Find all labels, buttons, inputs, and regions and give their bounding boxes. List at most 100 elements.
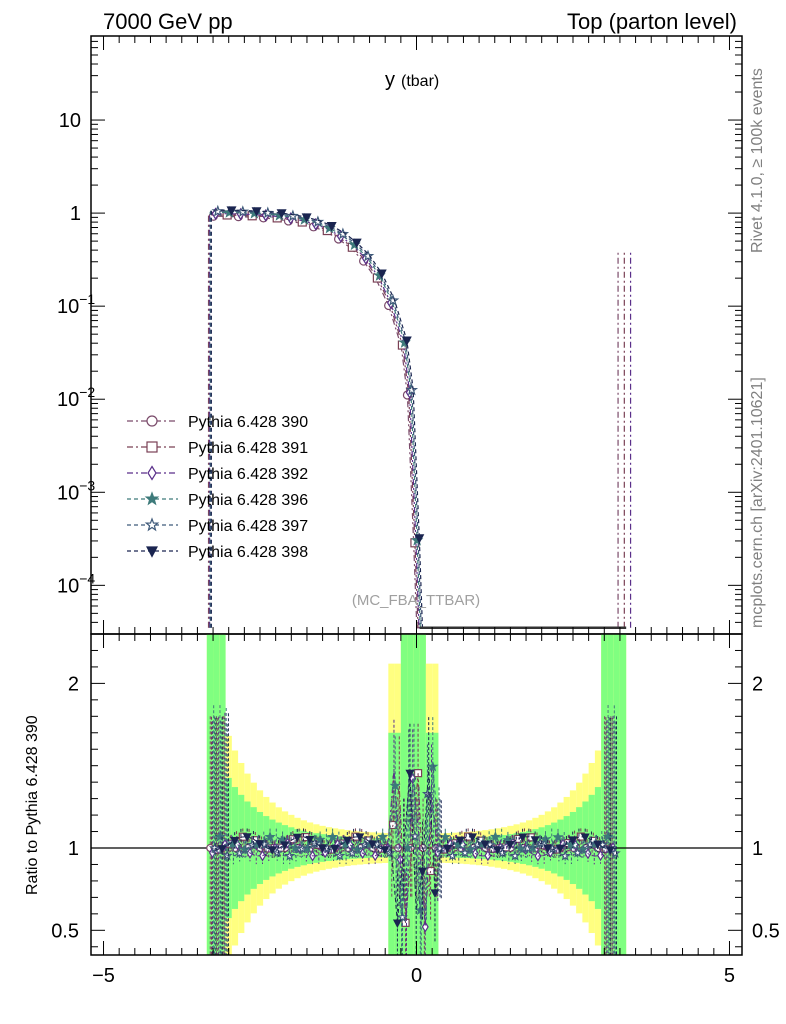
legend-swatch-marker <box>146 441 158 453</box>
series-5 <box>210 204 625 629</box>
ratio-axis-ticks: 0.5 0.5 1 1 2 2 −5 0 5 <box>51 634 780 987</box>
y-tick-label-exponent: −2 <box>79 384 95 400</box>
data-point <box>239 843 251 855</box>
data-point <box>236 205 250 218</box>
series-line <box>208 214 619 629</box>
y-tick-label-base: 10 <box>57 575 79 597</box>
mcplots-label: mcplots.cern.ch [arXiv:2401.10621] <box>749 377 766 628</box>
data-point <box>326 830 339 842</box>
data-point <box>267 846 277 855</box>
uncertainty-band <box>601 634 608 955</box>
ratio-y-tick-label-right: 2 <box>752 673 763 695</box>
data-point <box>434 842 446 854</box>
legend-label: Pythia 6.428 390 <box>188 414 308 431</box>
data-point <box>386 293 400 306</box>
data-point <box>584 838 596 850</box>
data-point <box>214 830 226 842</box>
data-point <box>609 847 621 859</box>
legend-swatch-marker <box>146 546 158 558</box>
legend-entry: Pythia 6.428 391 <box>127 440 308 457</box>
data-point <box>493 846 503 855</box>
legend-swatch-marker <box>146 415 158 427</box>
legend-label: Pythia 6.428 396 <box>188 492 308 509</box>
ratio-y-axis-label: Ratio to Pythia 6.428 390 <box>24 715 41 895</box>
ratio-y-tick-label-right: 0.5 <box>752 920 780 942</box>
legend-entry: Pythia 6.428 392 <box>127 465 308 483</box>
plot-title-sub: (tbar) <box>401 73 439 90</box>
legend: Pythia 6.428 390 Pythia 6.428 391 Pythia 6… <box>127 414 308 561</box>
legend-swatch-marker <box>147 465 157 481</box>
data-point <box>572 846 584 858</box>
main-plot-area <box>207 204 632 630</box>
data-point <box>414 534 425 544</box>
legend-entry: Pythia 6.428 398 <box>127 544 308 561</box>
uncertainty-band <box>400 634 408 955</box>
y-tick-label: 10−3 <box>57 477 95 504</box>
uncertainty-band <box>413 634 420 955</box>
ratio-line <box>213 766 615 923</box>
data-point <box>311 215 325 228</box>
series-line <box>210 209 627 629</box>
data-point <box>459 846 471 858</box>
y-tick-label-base: 1 <box>70 203 81 225</box>
y-tick-label: 10−2 <box>57 384 95 411</box>
data-point <box>489 830 502 842</box>
uncertainty-band <box>619 634 627 955</box>
y-tick-label-base: 10 <box>57 296 79 318</box>
y-tick-label-base: 10 <box>57 482 79 504</box>
series-line <box>210 210 625 629</box>
y-tick-label-base: 10 <box>59 110 81 132</box>
data-point <box>301 213 312 223</box>
ratio-panel: 0.5 0.5 1 1 2 2 −5 0 5 Ratio to Pythia 6.428 390 <box>24 633 780 987</box>
data-point <box>286 209 299 222</box>
rivet-version-label: Rivet 4.1.0, ≥ 100k events <box>749 68 766 253</box>
header-left: 7000 GeV pp <box>103 9 233 34</box>
header-right: Top (parton level) <box>567 9 737 34</box>
data-point <box>264 830 276 842</box>
data-point <box>421 921 429 933</box>
data-point <box>484 849 492 862</box>
data-point <box>430 889 440 898</box>
data-point <box>251 207 262 217</box>
legend-swatch-marker <box>144 491 160 506</box>
series-line <box>209 211 623 629</box>
data-point <box>471 838 484 850</box>
ratio-line <box>212 769 614 927</box>
data-point <box>401 336 412 346</box>
uncertainty-band <box>206 634 214 955</box>
plot-title: y (tbar) <box>385 69 439 91</box>
x-tick-label: −5 <box>92 965 115 987</box>
data-point <box>336 227 350 240</box>
plot-title-main: y <box>385 69 395 91</box>
data-point <box>226 206 237 216</box>
y-tick-label-exponent: −4 <box>79 570 95 586</box>
y-tick-label: 1 <box>70 203 81 225</box>
series-line <box>209 213 621 629</box>
y-tick-label-exponent: −1 <box>79 291 95 307</box>
data-point <box>380 846 390 855</box>
data-point <box>208 842 221 853</box>
x-tick-label: 5 <box>724 965 735 987</box>
x-tick-label: 0 <box>411 965 422 987</box>
uncertainty-band <box>419 634 426 955</box>
series-6 <box>210 206 627 629</box>
ratio-plot-area <box>91 634 742 955</box>
uncertainty-band <box>613 634 620 955</box>
data-point <box>361 249 375 262</box>
y-tick-label: 10−1 <box>57 291 95 318</box>
data-point <box>305 835 315 845</box>
legend-entry: Pythia 6.428 397 <box>127 517 308 535</box>
ratio-y-tick-label-left: 2 <box>68 673 79 695</box>
legend-label: Pythia 6.428 397 <box>188 518 308 535</box>
data-point <box>568 836 578 845</box>
analysis-watermark: (MC_FBA_TTBAR) <box>352 592 480 609</box>
legend-label: Pythia 6.428 392 <box>188 466 308 483</box>
data-point <box>326 221 337 232</box>
ratio-y-tick-label-left: 1 <box>68 838 79 860</box>
ratio-y-tick-label-left: 0.5 <box>51 920 79 942</box>
legend-entry: Pythia 6.428 390 <box>127 414 308 431</box>
ratio-series-4 <box>213 704 615 955</box>
